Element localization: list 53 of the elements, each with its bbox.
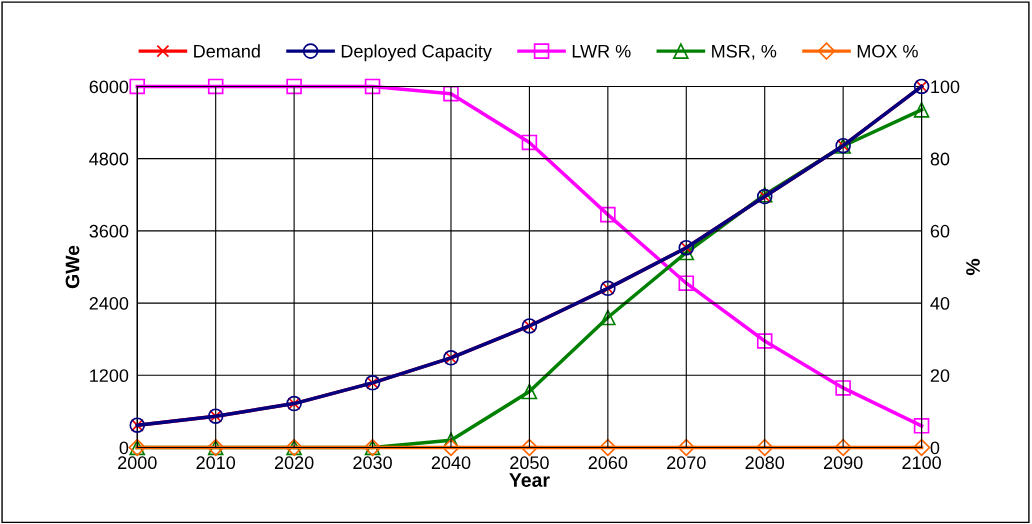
x-tick-label: 2070 [667, 456, 706, 470]
point [913, 102, 930, 118]
legend-label: LWR % [572, 44, 631, 58]
point [521, 134, 538, 151]
y2-tick-label: 60 [930, 224, 950, 238]
y-axis-title: GWe [65, 245, 80, 289]
point [520, 438, 539, 457]
point [678, 244, 695, 261]
point [678, 275, 695, 292]
point [600, 206, 616, 223]
point [599, 438, 617, 457]
legend-label: Demand [194, 44, 260, 58]
x-tick-label: 2020 [274, 456, 314, 470]
x-tick-label: 2000 [118, 456, 157, 470]
y-tick-label: 0 [119, 441, 129, 455]
legend-label: MSR, % [712, 44, 777, 60]
point [600, 309, 616, 326]
point [756, 333, 773, 349]
y2-axis-title: % [966, 258, 980, 276]
x-tick-label: 2040 [431, 456, 471, 470]
legend-label: MOX % [857, 44, 918, 58]
x-tick-label: 2080 [745, 456, 785, 470]
y-tick-label: 1200 [90, 369, 129, 383]
y2-tick-label: 100 [931, 80, 960, 94]
x-tick-label: 2100 [902, 456, 941, 470]
point [129, 78, 146, 95]
legend-label: Deployed Capacity [341, 44, 492, 62]
point [364, 78, 381, 95]
point [912, 438, 931, 457]
x-tick-label: 2010 [196, 456, 236, 470]
point [835, 380, 851, 396]
y-tick-label: 2400 [89, 297, 129, 310]
point [207, 78, 224, 95]
y2-tick-label: 20 [930, 369, 950, 383]
x-tick-label: 2030 [353, 456, 392, 470]
y-tick-label: 3600 [89, 224, 129, 238]
point [834, 438, 852, 457]
x-tick-label: 2090 [823, 456, 863, 470]
x-axis-title: Year [509, 473, 550, 487]
point [677, 438, 695, 457]
y2-tick-label: 0 [930, 441, 940, 455]
point [443, 85, 459, 102]
point [442, 438, 460, 457]
point [521, 383, 538, 400]
y-tick-label: 6000 [89, 80, 129, 94]
y-tick-label: 4800 [89, 152, 129, 166]
y2-tick-label: 80 [930, 152, 950, 166]
x-tick-label: 2050 [510, 456, 549, 470]
point [286, 78, 302, 95]
point [756, 438, 774, 457]
y2-tick-label: 40 [930, 297, 950, 310]
x-tick-label: 2060 [588, 456, 628, 470]
point [913, 418, 930, 434]
